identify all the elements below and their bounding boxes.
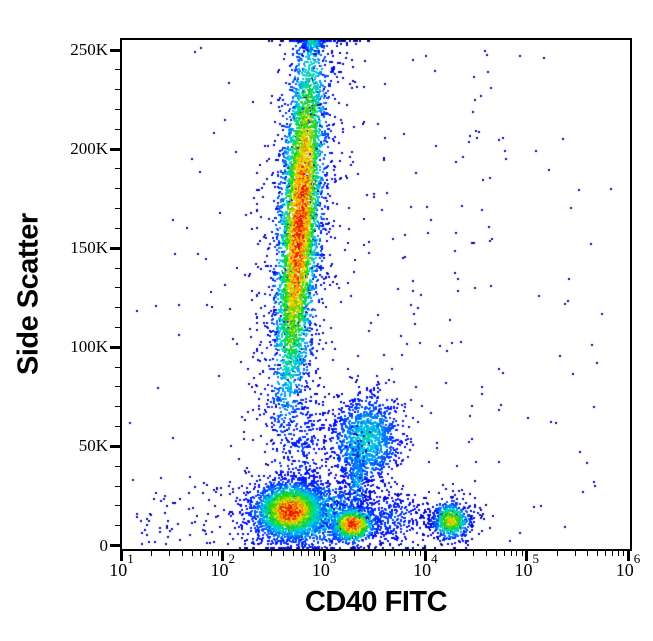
x-minor-tick xyxy=(617,551,619,556)
x-minor-tick xyxy=(473,551,475,556)
x-minor-tick xyxy=(521,551,523,556)
x-minor-tick xyxy=(611,551,613,556)
x-minor-tick xyxy=(307,551,309,556)
x-minor-tick xyxy=(420,551,422,556)
x-minor-tick xyxy=(206,551,208,556)
y-major-tick xyxy=(110,544,120,547)
x-minor-tick xyxy=(503,551,505,556)
y-major-tick xyxy=(110,345,120,349)
x-minor-tick xyxy=(455,551,457,556)
x-minor-tick xyxy=(371,551,373,556)
x-minor-tick xyxy=(293,551,295,556)
x-major-tick xyxy=(120,551,123,561)
x-tick-label: 103 xyxy=(311,551,337,580)
x-tick-label: 104 xyxy=(413,551,438,580)
x-minor-tick xyxy=(510,551,512,556)
plot-area xyxy=(120,38,632,551)
x-tick-label: 102 xyxy=(210,551,236,580)
x-minor-tick xyxy=(597,551,598,556)
x-minor-tick xyxy=(252,551,254,556)
x-minor-tick xyxy=(169,551,171,556)
scatter-canvas xyxy=(122,40,630,549)
x-minor-tick xyxy=(556,551,558,556)
x-tick-label: 105 xyxy=(514,551,539,580)
y-axis-title: Side Scatter xyxy=(12,213,45,376)
x-minor-tick xyxy=(622,551,624,556)
x-minor-tick xyxy=(605,551,607,556)
x-minor-tick xyxy=(217,551,219,556)
x-minor-tick xyxy=(574,551,576,556)
x-minor-tick xyxy=(181,551,183,556)
x-minor-tick xyxy=(151,551,153,556)
x-major-tick xyxy=(423,551,427,561)
x-minor-tick xyxy=(495,551,497,556)
x-minor-tick xyxy=(384,551,386,556)
x-minor-tick xyxy=(394,551,396,556)
x-minor-tick xyxy=(313,551,315,556)
x-minor-tick xyxy=(270,551,272,556)
x-minor-tick xyxy=(409,551,411,556)
x-tick-label: 101 xyxy=(109,551,134,580)
y-major-tick xyxy=(110,246,120,250)
x-tick-label: 106 xyxy=(615,551,641,580)
x-minor-tick xyxy=(283,551,285,556)
y-major-tick xyxy=(110,444,120,448)
x-minor-tick xyxy=(318,551,320,556)
x-major-tick xyxy=(626,551,630,561)
x-minor-tick xyxy=(212,551,214,556)
x-minor-tick xyxy=(485,551,487,556)
y-major-tick xyxy=(110,147,120,151)
x-minor-tick xyxy=(199,551,201,556)
x-minor-tick xyxy=(587,551,589,556)
x-major-tick xyxy=(221,551,225,561)
x-axis-title: CD40 FITC xyxy=(304,586,448,618)
y-major-tick xyxy=(110,48,120,52)
x-minor-tick xyxy=(402,551,404,556)
x-minor-tick xyxy=(354,551,356,556)
x-minor-tick xyxy=(301,551,303,556)
x-minor-tick xyxy=(516,551,518,556)
x-major-tick xyxy=(525,551,529,561)
x-minor-tick xyxy=(415,551,417,556)
x-minor-tick xyxy=(191,551,193,556)
x-major-tick xyxy=(322,551,326,561)
